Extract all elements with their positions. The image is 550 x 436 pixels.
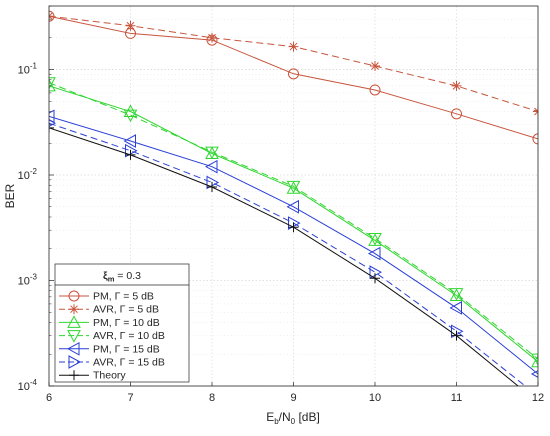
data-point <box>49 77 56 90</box>
legend-label: AVR, Γ = 5 dB <box>93 304 159 316</box>
data-point <box>204 159 218 174</box>
legend-entry: Theory <box>59 370 126 382</box>
legend-label: Theory <box>93 370 126 382</box>
x-tick-label: 8 <box>209 392 215 404</box>
data-point <box>531 353 538 367</box>
legend-label: AVR, Γ = 10 dB <box>93 330 165 342</box>
data-point <box>449 301 462 315</box>
data-point <box>530 370 538 378</box>
data-point <box>125 20 136 31</box>
legend-entry: AVR, Γ = 15 dB <box>59 355 165 369</box>
x-tick-label: 6 <box>46 392 52 404</box>
series-line <box>49 82 538 360</box>
legend-label: PM, Γ = 10 dB <box>93 317 160 329</box>
y-tick-label: 10-1 <box>18 62 38 77</box>
data-point <box>205 146 219 160</box>
x-tick-label: 9 <box>290 392 296 404</box>
legend-swatch-marker <box>67 330 81 343</box>
legend-entry: PM, Γ = 15 dB <box>59 341 160 356</box>
series-line <box>49 115 538 375</box>
data-point <box>49 78 56 92</box>
y-tick-label: 10-3 <box>18 273 38 288</box>
y-axis-label: BER <box>3 183 17 208</box>
series-line <box>49 15 538 140</box>
legend-entry: PM, Γ = 10 dB <box>59 315 160 329</box>
series-3 <box>49 77 538 367</box>
data-point <box>123 104 138 117</box>
data-point <box>367 246 381 261</box>
data-point <box>370 60 380 71</box>
data-point <box>451 80 462 91</box>
x-tick-label: 10 <box>369 392 381 404</box>
x-tick-label: 7 <box>127 392 133 404</box>
data-point <box>49 109 55 124</box>
legend-swatch-marker <box>68 290 80 302</box>
x-tick-label: 11 <box>451 392 462 404</box>
data-point <box>207 181 217 192</box>
data-point <box>286 180 301 194</box>
series-6 <box>49 122 519 386</box>
y-tick-label: 10-2 <box>18 167 38 182</box>
data-point <box>123 134 136 148</box>
data-point <box>286 199 299 214</box>
legend-label: AVR, Γ = 15 dB <box>93 357 165 369</box>
data-point <box>49 122 54 133</box>
legend-label: PM, Γ = 15 dB <box>93 343 160 355</box>
data-point <box>123 109 138 123</box>
legend-swatch-marker <box>67 315 81 328</box>
legend-swatch-marker <box>66 341 80 356</box>
series-1 <box>49 11 538 117</box>
tick-layer: 6 7 8 9 10 11 12 10-1 10-2 10-3 10-4 <box>18 5 544 404</box>
data-point <box>288 68 299 80</box>
series-layer <box>49 10 538 386</box>
x-tick-label: 12 <box>532 392 544 404</box>
series-line <box>49 85 538 363</box>
data-point <box>531 354 538 368</box>
legend-entry: AVR, Γ = 10 dB <box>59 330 165 343</box>
legend-swatch-marker <box>69 370 79 381</box>
legend-swatch-marker <box>69 304 79 315</box>
legend-label: PM, Γ = 5 dB <box>93 291 154 303</box>
x-axis-label: Eb/N0 [dB] <box>266 410 320 426</box>
data-point <box>451 108 462 120</box>
legend-entry: PM, Γ = 5 dB <box>59 290 154 303</box>
legend-title: ξm = 0.3 <box>103 270 141 284</box>
data-point <box>207 32 217 43</box>
data-point <box>368 233 382 246</box>
data-point <box>369 84 381 96</box>
data-point <box>370 273 380 284</box>
legend-entry: AVR, Γ = 5 dB <box>59 304 159 316</box>
data-point <box>451 330 462 341</box>
series-4 <box>49 109 538 378</box>
data-point <box>449 288 464 301</box>
legend-swatch-marker <box>68 355 82 369</box>
y-tick-label: 10-4 <box>18 378 38 393</box>
data-point <box>288 222 299 233</box>
data-point <box>532 133 538 145</box>
data-point <box>125 149 136 160</box>
data-point <box>288 41 299 52</box>
